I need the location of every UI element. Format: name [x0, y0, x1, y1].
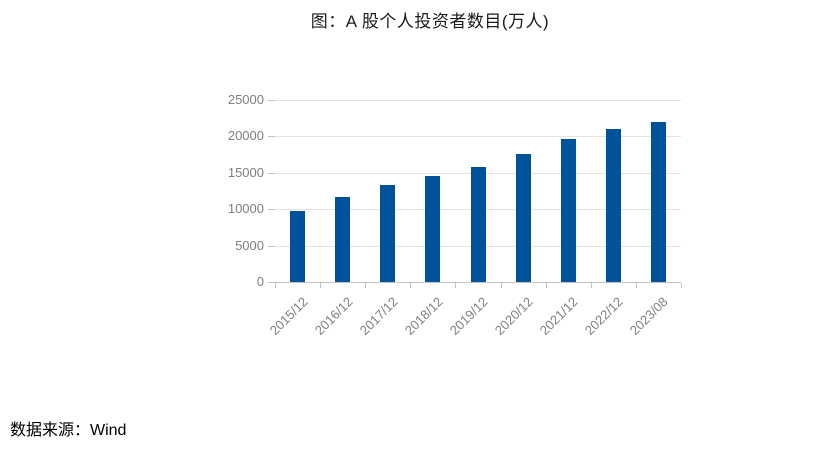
- x-axis-tick-mark: [410, 283, 412, 288]
- bar-2018/12: [425, 176, 441, 282]
- bar-2023/08: [650, 122, 666, 282]
- x-axis-tick-label: 2019/12: [446, 294, 491, 338]
- y-axis-tick-label: 25000: [227, 92, 264, 107]
- y-axis-tick-mark: [268, 136, 275, 138]
- gridline: [275, 136, 681, 138]
- x-axis-tick-mark: [500, 283, 502, 288]
- plot-area: [275, 100, 681, 283]
- bar-2017/12: [380, 185, 396, 282]
- y-axis-tick-mark: [268, 100, 275, 101]
- y-axis-tick-label: 0: [256, 274, 264, 289]
- data-source-note: 数据来源：Wind: [10, 422, 127, 439]
- x-axis-tick-label: 2023/08: [627, 294, 672, 338]
- y-axis-tick-label: 20000: [227, 128, 264, 144]
- x-axis-tick-label: 2020/12: [491, 294, 536, 338]
- x-axis-tick-mark: [590, 283, 592, 288]
- x-axis-tick-label: 2018/12: [401, 294, 446, 338]
- x-axis-tick-mark: [545, 283, 547, 288]
- x-axis-tick-mark: [455, 283, 457, 288]
- y-axis-tick-mark: [268, 172, 275, 174]
- bar-2016/12: [335, 197, 351, 282]
- x-axis-tick-label: 2015/12: [266, 294, 311, 338]
- gridline: [275, 100, 681, 101]
- x-axis-tick-mark: [275, 283, 276, 288]
- y-axis-tick-mark: [268, 209, 275, 211]
- x-axis-tick-mark: [635, 283, 637, 288]
- x-axis-tick-mark: [320, 283, 322, 288]
- bar-2022/12: [605, 128, 621, 282]
- y-axis-tick-mark: [268, 245, 275, 247]
- y-axis-tick-label: 15000: [227, 164, 264, 180]
- bar-2020/12: [515, 153, 531, 282]
- x-axis-line: [275, 282, 681, 283]
- y-axis-tick-mark: [268, 282, 275, 283]
- x-axis-tick-mark: [681, 283, 682, 288]
- bar-2019/12: [470, 166, 486, 282]
- y-axis-tick-label: 5000: [235, 237, 264, 253]
- bar-2021/12: [560, 138, 576, 282]
- chart-title: 图：A 股个人投资者数目(万人): [310, 12, 550, 31]
- x-axis-tick-mark: [365, 283, 367, 288]
- y-axis-tick-label: 10000: [227, 201, 264, 217]
- bar-2015/12: [290, 210, 306, 282]
